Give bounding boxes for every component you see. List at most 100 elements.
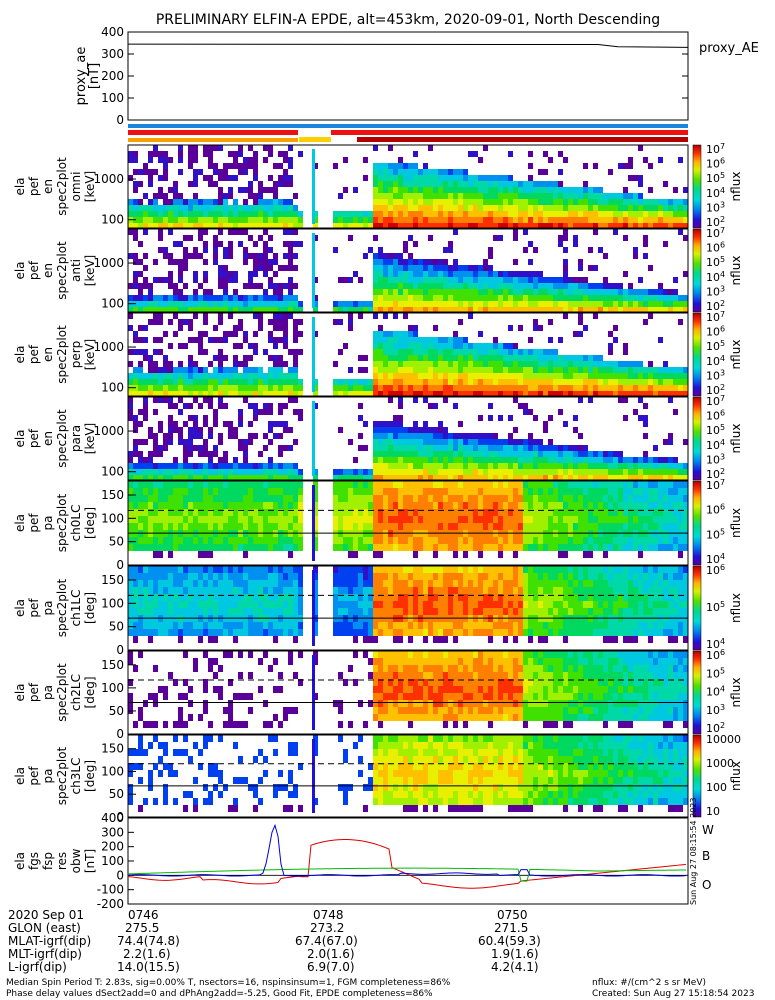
colorbar-label: nflux — [729, 508, 743, 538]
ytick-label: 100 — [101, 91, 124, 105]
row-value: 67.4(67.0) — [295, 934, 358, 948]
panel-ylabel: pef — [27, 766, 41, 786]
panel-ylabel: pa — [41, 685, 55, 700]
panel-ylabel: pef — [27, 598, 41, 618]
spectrogram-panel-1: 100 1000 ela pef en spec2plot anti [keV] — [13, 228, 689, 313]
proxy-ae-yunit: [nT] — [87, 63, 102, 89]
colorbar-tick: 102 — [706, 215, 725, 229]
ytick-label: 0 — [116, 727, 124, 741]
panel-ylabel: [deg] — [83, 677, 97, 709]
ytick-label: 100 — [101, 381, 124, 395]
colorbar-tick: 107 — [706, 226, 725, 240]
ytick-label: 300 — [101, 47, 124, 61]
panel-ylabel: [deg] — [83, 760, 97, 792]
ytick-label: 150 — [101, 658, 124, 672]
colorbar-tick: 104 — [706, 186, 725, 200]
row-value: 74.4(74.8) — [117, 934, 180, 948]
colorbar-4: nflux 104 105 106 107 — [692, 478, 743, 566]
row-value: 4.2(4.1) — [491, 960, 539, 974]
panel-ylabel: pef — [27, 428, 41, 448]
status-bar-orange — [128, 138, 298, 142]
footer-line-1: Median Spin Period T: 2.83s, sig=0.00% T… — [6, 978, 451, 988]
panel-ylabel: [keV] — [83, 423, 97, 454]
colorbar-tick: 106 — [706, 325, 725, 339]
spectrogram-panel-2: 100 1000 ela pef en spec2plot perp [keV] — [13, 312, 689, 397]
colorbar-tick: 103 — [706, 284, 725, 298]
fgs-o-series — [127, 823, 687, 877]
legend-b: B — [702, 849, 710, 863]
panel-ylabel: spec2plot — [55, 409, 69, 468]
row-value: 2.0(1.6) — [307, 947, 355, 961]
ytick-label: 1000 — [93, 424, 124, 438]
ytick-label: 100 — [101, 596, 124, 610]
panel-ylabel: ela — [13, 514, 27, 532]
xtick-0748: 0748 — [313, 908, 344, 922]
colorbar-6: nflux 102 103 104 105 106 — [692, 648, 743, 735]
colorbar-tick: 106 — [706, 241, 725, 255]
panel-ylabel: ela — [13, 177, 27, 195]
panel-ylabel: pef — [27, 513, 41, 533]
colorbar-tick: 106 — [706, 157, 725, 171]
ytick-label: 150 — [101, 573, 124, 587]
ytick-label: 50 — [109, 620, 124, 634]
legend-w: W — [702, 823, 714, 837]
row-label-mlt: MLT-igrf(dip) — [8, 947, 82, 961]
panel-ylabel: ch3LC — [69, 758, 83, 795]
panel-ylabel: en — [41, 431, 55, 446]
colorbar-label: nflux — [729, 172, 743, 202]
ytick-label: 50 — [109, 535, 124, 549]
ytick-label: 0 — [116, 810, 124, 824]
ytick-label: 1000 — [93, 340, 124, 354]
colorbar-tick: 102 — [706, 299, 725, 313]
panel-ylabel: en — [41, 263, 55, 278]
colorbar-tick: 104 — [706, 354, 725, 368]
colorbar-tick: 102 — [706, 383, 725, 397]
colorbar-tick: 105 — [706, 423, 725, 437]
panel-ylabel: ela — [13, 599, 27, 617]
ytick-label: 300 — [101, 825, 124, 839]
colorbar-tick: 104 — [706, 637, 725, 651]
panel-ylabel: spec2plot — [55, 493, 69, 552]
ytick-label: 200 — [101, 840, 124, 854]
panel-ylabel: spec2plot — [55, 746, 69, 805]
ytick-label: 100 — [101, 681, 124, 695]
row-value: 273.2 — [310, 921, 345, 935]
panel-ylabel: para — [69, 425, 83, 452]
ytick-label: 200 — [101, 69, 124, 83]
ytick-label: 100 — [101, 465, 124, 479]
ytick-label: 0 — [116, 868, 124, 882]
spectrogram-panel-4: 0 50 100 150 ela pef pa spec2plot ch0LC [deg] — [13, 480, 689, 572]
colorbar-tick: 104 — [706, 270, 725, 284]
panel-ylabel: obw — [69, 848, 83, 873]
panel-ylabel: pef — [27, 176, 41, 196]
colorbar-tick: 102 — [706, 467, 725, 481]
panel-ylabel: [keV] — [83, 171, 97, 202]
row-label-glon: GLON (east) — [8, 921, 81, 935]
colorbar-tick: 107 — [706, 142, 725, 156]
ytick-label: -200 — [97, 897, 124, 911]
colorbar-tick: 106 — [706, 503, 725, 517]
spectrogram-panel-0: 100 1000 ela pef en spec2plot omni [keV] — [13, 144, 689, 229]
panel-ylabel: ela — [13, 767, 27, 785]
status-bars — [128, 124, 688, 142]
colorbar-tick: 107 — [706, 478, 725, 492]
ytick-label: 0 — [116, 558, 124, 572]
colorbar-5: nflux 104 105 106 — [692, 563, 743, 651]
panel-ylabel: spec2plot — [55, 157, 69, 216]
panel-ylabel: ch0LC — [69, 505, 83, 542]
footer-created: Created: Sun Aug 27 15:18:54 2023 — [592, 989, 755, 999]
colorbar-tick: 106 — [706, 648, 725, 662]
colorbar-tick: 100 — [706, 781, 727, 794]
panel-ylabel: en — [41, 347, 55, 362]
ytick-label: 400 — [101, 811, 124, 825]
footer-units: nflux: #/(cm^2 s sr MeV) — [592, 978, 706, 988]
colorbar-tick: 105 — [706, 666, 725, 680]
colorbar-tick: 104 — [706, 552, 725, 566]
colorbar-tick: 1000 — [706, 757, 734, 770]
ytick-label: 0 — [116, 113, 124, 127]
row-value: 1.9(1.6) — [491, 947, 539, 961]
date-label: 2020 Sep 01 — [8, 908, 85, 922]
